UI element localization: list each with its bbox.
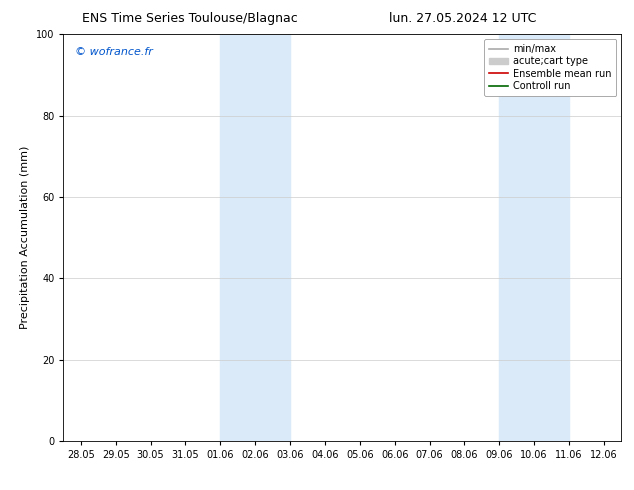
Y-axis label: Precipitation Accumulation (mm): Precipitation Accumulation (mm) xyxy=(20,146,30,329)
Text: © wofrance.fr: © wofrance.fr xyxy=(75,47,152,56)
Text: ENS Time Series Toulouse/Blagnac: ENS Time Series Toulouse/Blagnac xyxy=(82,12,298,25)
Bar xyxy=(500,34,569,441)
Legend: min/max, acute;cart type, Ensemble mean run, Controll run: min/max, acute;cart type, Ensemble mean … xyxy=(484,39,616,96)
Bar xyxy=(221,34,290,441)
Text: lun. 27.05.2024 12 UTC: lun. 27.05.2024 12 UTC xyxy=(389,12,536,25)
